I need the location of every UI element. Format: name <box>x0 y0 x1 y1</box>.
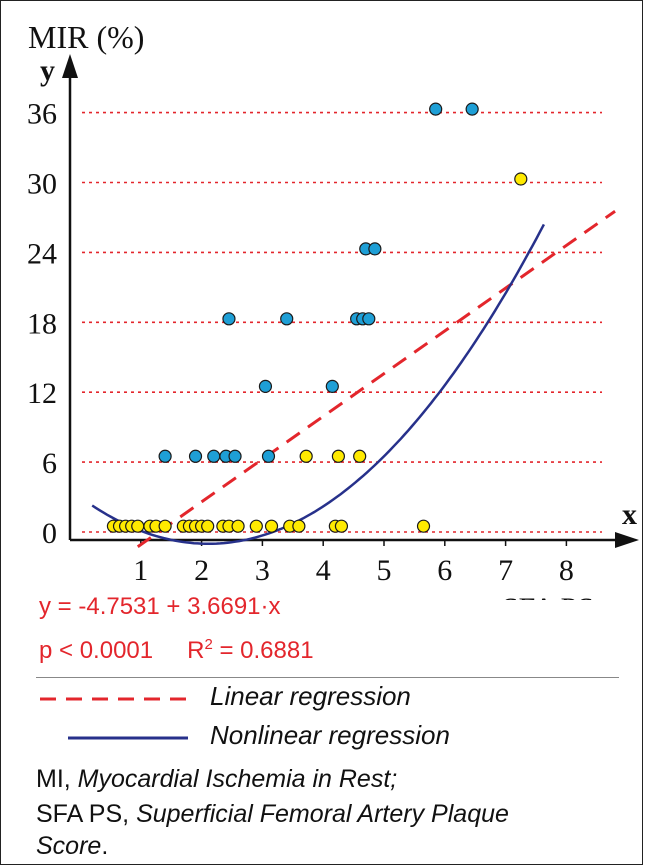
data-point-s0-8 <box>280 312 294 326</box>
p-value: p < 0.0001 <box>39 637 154 664</box>
data-point-s1-7 <box>158 519 172 533</box>
data-point-s0-5 <box>261 449 276 463</box>
x-tick-label-3: 3 <box>255 554 270 587</box>
solid-line-swatch-icon <box>68 736 188 740</box>
x-tick-label-5: 5 <box>377 554 392 587</box>
data-point-s1-22 <box>416 519 431 533</box>
r-squared: R2 = 0.6881 <box>187 636 314 664</box>
y-tick-label-12: 12 <box>27 377 57 410</box>
footnote-mi-text: Myocardial Ischemia in Rest; <box>77 765 398 793</box>
x-tick-label-4: 4 <box>316 554 331 587</box>
data-point-s1-24 <box>331 449 345 463</box>
x-tick-label-2: 2 <box>194 554 209 587</box>
data-point-s0-15 <box>429 102 443 116</box>
y-tick-label-6: 6 <box>42 447 57 480</box>
y-axis-arrow-icon <box>62 54 78 78</box>
x-tick-label-1: 1 <box>133 554 148 587</box>
y-axis-letter: y <box>40 54 55 87</box>
data-point-s1-19 <box>292 519 306 533</box>
data-point-s1-21 <box>334 519 349 533</box>
nonlinear-regression-curve <box>91 223 546 546</box>
data-point-s0-1 <box>188 449 203 463</box>
regression-lines <box>91 209 616 548</box>
data-point-s1-4 <box>131 519 145 533</box>
data-point-s1-26 <box>514 172 528 186</box>
dashed-line-swatch-icon <box>40 697 188 701</box>
data-point-s1-25 <box>353 449 367 463</box>
data-point-s0-0 <box>158 449 172 463</box>
x-axis-title: SFA PS <box>502 592 594 600</box>
y-tick-label-0: 0 <box>42 517 57 550</box>
x-tick-label-8: 8 <box>559 554 574 587</box>
legend-label-linear: Linear regression <box>210 681 411 711</box>
footnote-sfa-abbr: SFA PS, <box>36 800 137 828</box>
y-tick-label-36: 36 <box>27 98 57 131</box>
data-point-s0-9 <box>325 379 339 393</box>
r-squared-value: = 0.6881 <box>212 637 314 664</box>
data-point-s0-12 <box>362 312 376 326</box>
data-point-s0-16 <box>465 102 479 116</box>
data-point-s1-17 <box>264 519 279 533</box>
y-tick-label-18: 18 <box>27 307 57 340</box>
x-tick-label-7: 7 <box>498 554 513 587</box>
separator-line <box>36 677 619 678</box>
footnote-sfa-text: Superficial Femoral Artery Plaque <box>136 800 509 828</box>
axes: MIR (%) y x SFA PS <box>28 19 639 600</box>
y-tick-label-30: 30 <box>27 168 57 201</box>
data-point-s0-7 <box>258 379 273 393</box>
x-tick-label-6: 6 <box>437 554 452 587</box>
y-tick-label-24: 24 <box>27 237 57 270</box>
footnote-sfa-text-end: Score <box>36 832 102 860</box>
x-axis-letter: x <box>622 498 637 531</box>
r-squared-prefix: R <box>187 637 205 664</box>
data-point-s1-12 <box>201 519 215 533</box>
r-squared-superscript: 2 <box>204 636 213 653</box>
data-point-s0-14 <box>368 242 382 256</box>
footnote-sfa: SFA PS, Superficial Femoral Artery Plaqu… <box>36 800 509 829</box>
data-point-s1-16 <box>249 519 263 533</box>
footnote-period: . <box>101 832 109 860</box>
data-points <box>106 102 528 533</box>
footnote-mi: MI, Myocardial Ischemia in Rest; <box>36 765 397 794</box>
regression-equation: y = -4.7531 + 3.6691·x <box>39 593 281 620</box>
x-axis-arrow-icon <box>615 532 639 548</box>
linear-regression-line <box>136 209 616 548</box>
statistics-line: p < 0.0001 R2 = 0.6881 <box>39 636 314 665</box>
data-point-s0-4 <box>228 449 242 463</box>
footnote-sfa-continued: Score. <box>36 832 108 861</box>
data-point-s0-6 <box>222 312 236 326</box>
y-axis-title: MIR (%) <box>28 19 144 55</box>
data-point-s1-23 <box>299 449 313 463</box>
gridlines <box>82 111 602 533</box>
footnote-mi-abbr: MI, <box>36 765 78 793</box>
data-point-s0-2 <box>207 449 221 463</box>
data-point-s1-15 <box>231 519 245 533</box>
legend-label-nonlinear: Nonlinear regression <box>210 720 450 750</box>
